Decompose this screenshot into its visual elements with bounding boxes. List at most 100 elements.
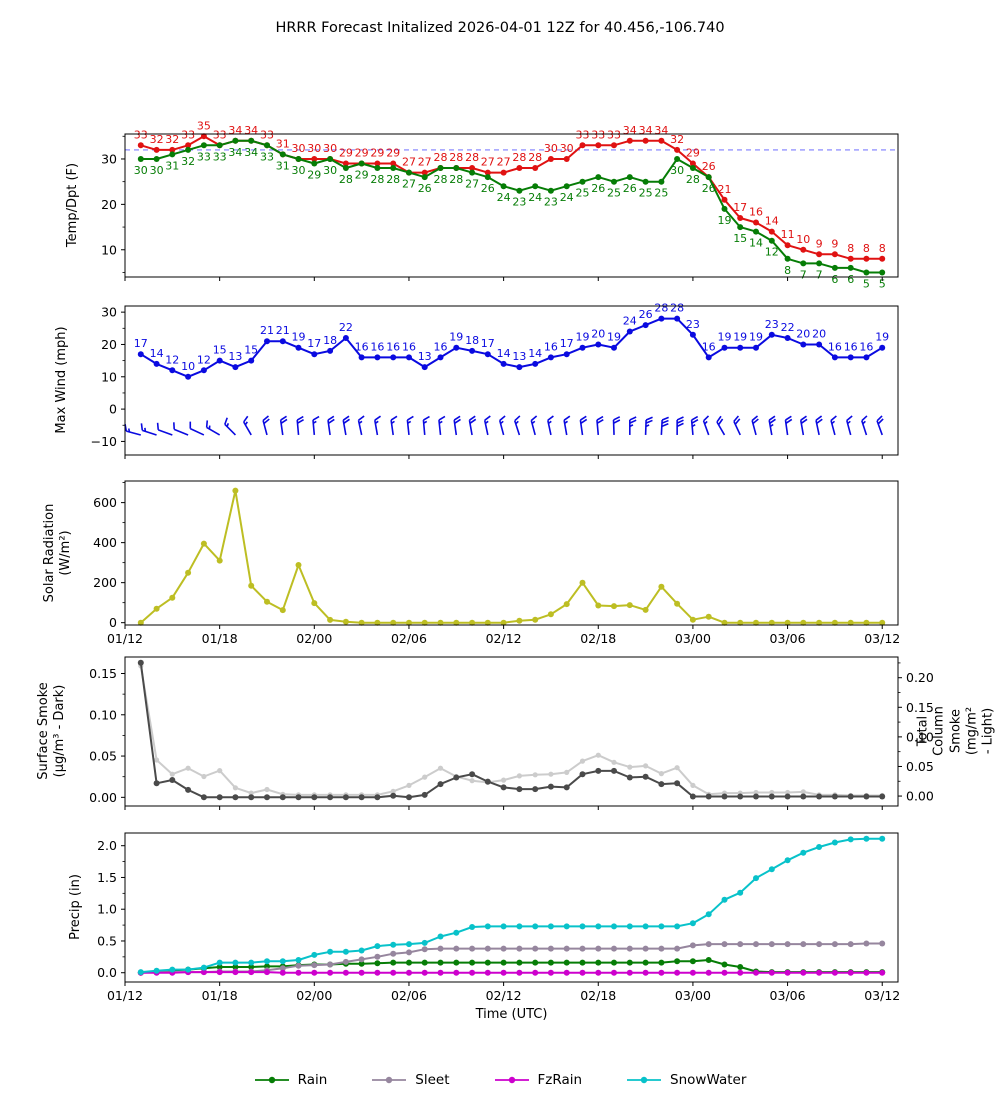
svg-text:0.20: 0.20 bbox=[906, 670, 934, 685]
svg-text:27: 27 bbox=[418, 156, 432, 169]
smoke-panel: 0.00 0.05 0.10 0.15 0.00 0.05 0.10 0.15 0.20 bbox=[89, 656, 934, 810]
legend-label-fzrain: FzRain bbox=[537, 1072, 583, 1088]
legend-item-rain: Rain bbox=[254, 1072, 327, 1088]
svg-text:15: 15 bbox=[213, 344, 227, 357]
svg-text:0.15: 0.15 bbox=[906, 700, 934, 715]
svg-text:21: 21 bbox=[276, 324, 290, 337]
svg-text:0.00: 0.00 bbox=[906, 789, 934, 804]
svg-text:28: 28 bbox=[449, 151, 463, 164]
svg-text:30: 30 bbox=[323, 142, 337, 155]
svg-text:16: 16 bbox=[544, 340, 558, 353]
svg-text:18: 18 bbox=[465, 334, 479, 347]
svg-text:19: 19 bbox=[749, 331, 763, 344]
svg-text:28: 28 bbox=[434, 151, 448, 164]
svg-text:22: 22 bbox=[339, 321, 353, 334]
svg-text:15: 15 bbox=[244, 344, 258, 357]
svg-text:0.05: 0.05 bbox=[89, 749, 117, 764]
svg-text:8: 8 bbox=[847, 242, 854, 255]
time-axis-label: Time (UTC) bbox=[475, 1007, 548, 1022]
svg-text:29: 29 bbox=[339, 147, 353, 160]
svg-text:12: 12 bbox=[765, 246, 779, 259]
svg-text:31: 31 bbox=[276, 159, 290, 172]
svg-text:23: 23 bbox=[686, 318, 700, 331]
svg-text:30: 30 bbox=[292, 142, 306, 155]
svg-text:01/18: 01/18 bbox=[202, 631, 238, 646]
svg-text:20: 20 bbox=[101, 197, 117, 212]
solar-radiation-panel: 0 200 400 600 01/12 01/18 02/00 02/06 02/12 02/18… bbox=[93, 480, 900, 646]
svg-text:9: 9 bbox=[816, 237, 823, 250]
series-surface-smoke bbox=[137, 659, 886, 801]
svg-text:28: 28 bbox=[686, 173, 700, 186]
svg-text:33: 33 bbox=[607, 128, 621, 141]
precip-panel: 0.0 0.5 1.0 1.5 2.0 01/12 01/18 02/00 02/06 02/12… bbox=[97, 832, 900, 1022]
svg-text:28: 28 bbox=[465, 151, 479, 164]
snowwater-line-swatch bbox=[626, 1074, 662, 1086]
sleet-line-swatch bbox=[371, 1074, 407, 1086]
svg-text:10: 10 bbox=[101, 242, 117, 257]
svg-text:10: 10 bbox=[101, 369, 117, 384]
series-total-column-smoke bbox=[138, 663, 885, 799]
chart-title: HRRR Forecast Initalized 2026-04-01 12Z … bbox=[275, 20, 725, 36]
svg-text:15: 15 bbox=[733, 232, 747, 245]
svg-text:22: 22 bbox=[781, 321, 795, 334]
svg-text:0.0: 0.0 bbox=[97, 965, 117, 980]
svg-text:20: 20 bbox=[101, 337, 117, 352]
svg-text:23: 23 bbox=[765, 318, 779, 331]
svg-text:34: 34 bbox=[228, 124, 242, 137]
svg-text:34: 34 bbox=[639, 124, 653, 137]
svg-text:02/06: 02/06 bbox=[391, 988, 427, 1003]
svg-text:33: 33 bbox=[260, 128, 274, 141]
svg-text:30: 30 bbox=[307, 142, 321, 155]
svg-text:24: 24 bbox=[623, 315, 637, 328]
svg-text:12: 12 bbox=[197, 353, 211, 366]
svg-text:30: 30 bbox=[544, 142, 558, 155]
svg-text:28: 28 bbox=[528, 151, 542, 164]
svg-text:02/00: 02/00 bbox=[296, 988, 332, 1003]
legend-item-sleet: Sleet bbox=[371, 1072, 450, 1088]
svg-text:30: 30 bbox=[150, 164, 164, 177]
svg-text:28: 28 bbox=[370, 173, 384, 186]
svg-text:28: 28 bbox=[512, 151, 526, 164]
svg-text:29: 29 bbox=[355, 169, 369, 182]
svg-text:0.10: 0.10 bbox=[89, 707, 117, 722]
svg-text:8: 8 bbox=[879, 242, 886, 255]
svg-text:0: 0 bbox=[109, 615, 117, 630]
series-fzrain bbox=[137, 969, 886, 976]
svg-text:03/12: 03/12 bbox=[864, 988, 900, 1003]
svg-text:03/06: 03/06 bbox=[770, 988, 806, 1003]
svg-text:30: 30 bbox=[560, 142, 574, 155]
svg-text:28: 28 bbox=[386, 173, 400, 186]
svg-text:6: 6 bbox=[847, 273, 854, 286]
svg-text:28: 28 bbox=[434, 173, 448, 186]
svg-text:5: 5 bbox=[863, 278, 870, 291]
svg-text:13: 13 bbox=[228, 350, 242, 363]
svg-text:27: 27 bbox=[481, 156, 495, 169]
svg-text:34: 34 bbox=[623, 124, 637, 137]
svg-text:34: 34 bbox=[244, 146, 258, 159]
svg-text:28: 28 bbox=[654, 302, 668, 315]
svg-text:26: 26 bbox=[591, 182, 605, 195]
series-solar-radiation bbox=[137, 487, 886, 626]
svg-text:02/18: 02/18 bbox=[580, 988, 616, 1003]
svg-text:02/00: 02/00 bbox=[296, 631, 332, 646]
svg-text:24: 24 bbox=[528, 191, 542, 204]
svg-text:21: 21 bbox=[260, 324, 274, 337]
svg-text:32: 32 bbox=[670, 133, 684, 146]
svg-text:6: 6 bbox=[831, 273, 838, 286]
precip-axis-label: Precip (in) bbox=[67, 874, 83, 940]
svg-text:29: 29 bbox=[355, 147, 369, 160]
svg-text:10: 10 bbox=[796, 233, 810, 246]
svg-text:31: 31 bbox=[165, 159, 179, 172]
svg-text:33: 33 bbox=[576, 128, 590, 141]
svg-text:26: 26 bbox=[702, 160, 716, 173]
svg-text:27: 27 bbox=[402, 178, 416, 191]
svg-text:14: 14 bbox=[528, 347, 542, 360]
svg-text:16: 16 bbox=[402, 340, 416, 353]
svg-text:0: 0 bbox=[109, 402, 117, 417]
surface-smoke-axis-label: Surface Smoke (μg/m³ - Dark) bbox=[35, 682, 67, 780]
svg-text:0.10: 0.10 bbox=[906, 729, 934, 744]
svg-text:28: 28 bbox=[670, 302, 684, 315]
